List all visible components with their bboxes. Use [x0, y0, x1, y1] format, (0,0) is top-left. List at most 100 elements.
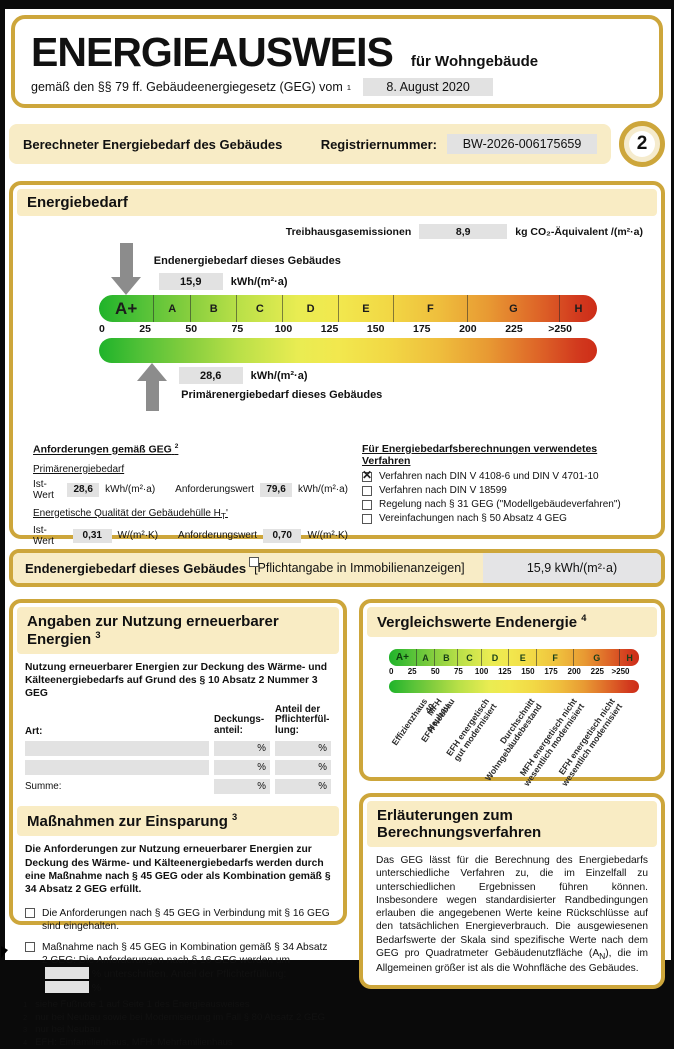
footnote-number: 3	[23, 1025, 28, 1035]
method-label: Verfahren nach DIN V 18599	[379, 485, 507, 496]
tick-label: 50	[185, 323, 198, 335]
class-segment: G	[574, 649, 621, 666]
tick-label: 175	[544, 667, 558, 676]
envelope-actual-value: 0,31	[73, 528, 112, 543]
method-checkbox-modellgebaeude[interactable]	[362, 500, 372, 510]
class-segment: H	[574, 302, 583, 315]
tick-label: 125	[320, 323, 339, 335]
energy-scale: Endenergiebedarf dieses Gebäudes 15,9 kW…	[99, 243, 597, 429]
savings-checkbox-2[interactable]	[25, 941, 35, 952]
energy-demand-title: Energiebedarf	[17, 189, 657, 216]
page-title: ENERGIEAUSWEIS	[31, 29, 394, 75]
coverage-sum-field[interactable]: %	[214, 779, 270, 795]
primary-requirement-value: 79,6	[260, 482, 293, 497]
footnote-text: siehe Fußnote 1 auf Seite 1 des Energiea…	[35, 999, 250, 1011]
tick-label: 0	[99, 323, 105, 335]
footnote-text: nur bei Neubau	[35, 1024, 101, 1036]
page-subtitle: für Wohngebäude	[410, 53, 539, 70]
class-segment: G	[468, 295, 561, 322]
registry-label: Registriernummer:	[320, 136, 437, 152]
ghg-unit: kg CO₂-Äquivalent /(m²·a)	[515, 225, 643, 238]
method-label: Regelung nach § 31 GEG ("Modellgebäudeve…	[379, 499, 621, 510]
tick-label: 25	[139, 323, 151, 335]
comparison-ticks: 0 25 50 75 100 125 150 175 200 225 >250	[389, 667, 639, 678]
method-checkbox-din4108[interactable]: ✕	[362, 468, 373, 482]
comparison-class-band: A+ A B C D E F G H	[389, 649, 639, 666]
method-title: Für Energiebedarfsberechnungen verwendet…	[362, 443, 598, 467]
calculation-method-section: Für Energiebedarfsberechnungen verwendet…	[362, 443, 647, 568]
tick-label: 100	[274, 323, 293, 335]
obligation-sum-field[interactable]: %	[275, 779, 331, 795]
tick-label: 150	[366, 323, 385, 335]
envelope-subscript: T	[220, 510, 226, 521]
requirements-title: Anforderungen gemäß GEG	[33, 443, 172, 456]
coverage-field[interactable]: %	[214, 760, 270, 776]
primary-unit-2: kWh/(m²·a)	[298, 484, 349, 495]
col-coverage-label: Deckungs- anteil:	[214, 714, 265, 737]
comparison-footnote-marker: 4	[581, 613, 587, 623]
requirements-footnote-marker: 2	[174, 443, 179, 450]
coverage-field[interactable]: %	[214, 741, 270, 757]
tick-label: 75	[231, 323, 244, 335]
renewables-title: Angaben zur Nutzung erneuerbarer Energie…	[27, 613, 279, 648]
ghg-label: Treibhausgasemissionen	[285, 225, 412, 238]
actual-value-label-2: Ist-Wert	[33, 524, 54, 547]
final-energy-unit: kWh/(m²·a)	[230, 275, 288, 288]
envelope-unit-2: W/(m²·K)	[307, 530, 348, 541]
envelope-apostrophe: '	[226, 507, 228, 519]
tick-label: 50	[430, 667, 440, 676]
footnote-number: 2	[23, 1012, 28, 1022]
final-energy-summary-band: Endenergiebedarf dieses Gebäudes [Pflich…	[9, 549, 665, 587]
savings-intro: Die Anforderungen zur Nutzung erneuerbar…	[25, 844, 331, 895]
class-segment: A	[417, 649, 436, 666]
art-input-field[interactable]	[25, 741, 209, 757]
summer-heat-checkbox[interactable]	[249, 557, 260, 567]
obligation-field[interactable]: %	[275, 760, 331, 776]
tick-label: 150	[521, 667, 535, 676]
renewables-table: Art: Deckungs- anteil: Anteil der Pflich…	[17, 701, 339, 795]
comparison-box: Vergleichswerte Endenergie 4 A+ A B C D …	[359, 599, 665, 788]
energy-demand-box: Energiebedarf Treibhausgasemissionen 8,9…	[9, 181, 665, 568]
method-checkbox-vereinfachung[interactable]	[362, 514, 372, 524]
comparison-title: Vergleichswerte Endenergie	[377, 614, 578, 631]
savings-item-1: Die Anforderungen nach § 45 GEG in Verbi…	[42, 908, 330, 933]
tick-label: >250	[548, 323, 572, 335]
renewables-footnote-marker: 3	[95, 630, 101, 640]
savings-checkbox-1[interactable]	[25, 908, 35, 919]
col-art-label: Art:	[25, 726, 43, 738]
tick-label: 200	[459, 323, 477, 335]
class-segment: A	[154, 295, 192, 322]
class-segment: H	[626, 652, 633, 663]
tick-label: 175	[412, 323, 431, 335]
actual-value-label: Ist-Wert	[33, 478, 54, 501]
table-row: % %	[25, 760, 331, 776]
method-label: Vereinfachungen nach § 50 Absatz 4 GEG	[379, 513, 567, 524]
sum-label: Summe:	[25, 781, 62, 793]
method-checkbox-din18599[interactable]	[362, 486, 372, 496]
calculated-demand-band: Berechneter Energiebedarf des Gebäudes R…	[9, 124, 611, 164]
tick-label: 25	[407, 667, 417, 676]
law-reference: gemäß den §§ 79 ff. Gebäudeenergiegesetz…	[31, 80, 343, 94]
primary-energy-arrow-icon	[137, 363, 168, 411]
envelope-requirement-value: 0,70	[262, 528, 302, 543]
envelope-quality-subtitle: Energetische Qualität der Gebäudehülle H	[33, 507, 221, 519]
percent-blank-field[interactable]	[45, 967, 89, 980]
tick-label: 100	[474, 667, 489, 676]
comparison-scale: A+ A B C D E F G H 0 25 50 75	[389, 649, 639, 788]
art-input-field[interactable]	[25, 760, 209, 776]
tick-label: >250	[611, 667, 630, 676]
summary-value: 15,9 kWh/(m²·a)	[483, 553, 661, 583]
obligation-field[interactable]: %	[275, 741, 331, 757]
percent-blank-field[interactable]	[45, 981, 89, 994]
class-segment: F	[537, 649, 575, 666]
summary-bracket-note: [Pflichtangabe in Immobilienanzeigen]	[254, 561, 465, 575]
ghg-value: 8,9	[419, 224, 508, 239]
footnotes: 1 siehe Fußnote 1 auf Seite 1 des Energie…	[23, 999, 665, 1049]
tick-label: 125	[498, 667, 512, 676]
class-segment: C	[237, 295, 284, 322]
primary-energy-value: 28,6	[178, 367, 243, 384]
footnote-number: 1	[23, 1000, 28, 1010]
class-segment: F	[394, 295, 468, 322]
footnote-text: nur bei Neubau sowie bei Modernisierung …	[35, 1011, 326, 1023]
page-number-badge: 2	[619, 121, 665, 167]
